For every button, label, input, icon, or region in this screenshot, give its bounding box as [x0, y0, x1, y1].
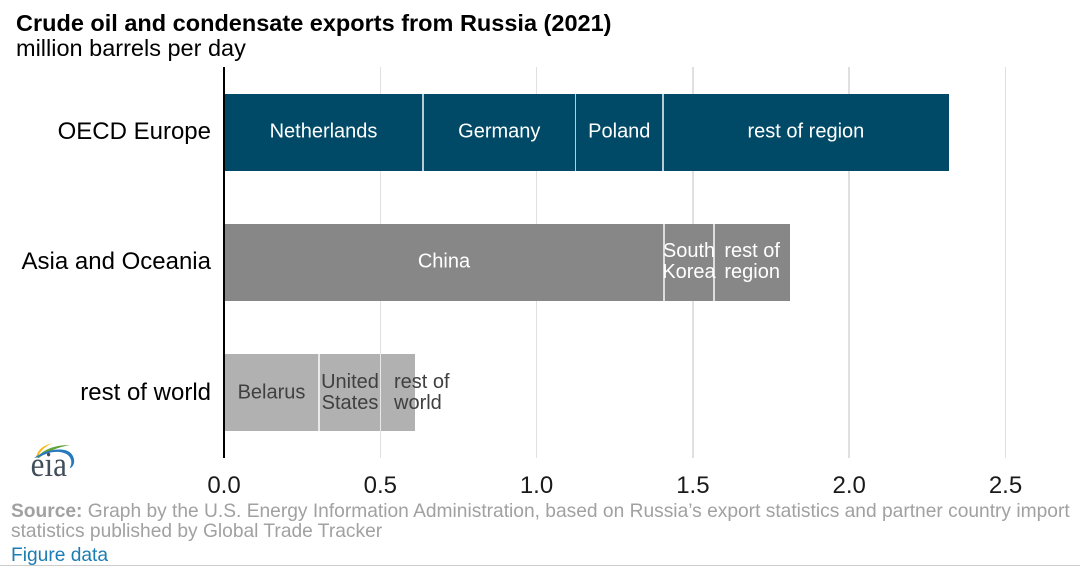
svg-text:eia: eia [31, 447, 68, 482]
